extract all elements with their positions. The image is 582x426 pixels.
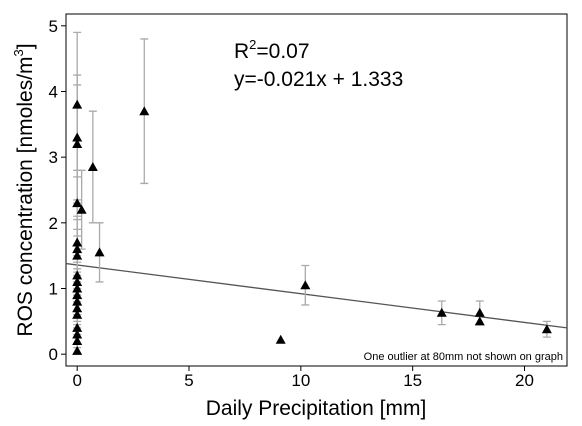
point [72,345,83,355]
plot-frame [65,13,568,367]
point [72,290,83,300]
point [87,162,98,172]
y-tick-label: 0 [49,345,58,364]
point [300,280,311,290]
x-tick-label: 15 [403,371,422,390]
point [474,316,485,326]
x-tick-label: 20 [515,371,534,390]
point [72,276,83,286]
x-tick-label: 0 [72,371,81,390]
point [72,303,83,313]
point [72,198,83,208]
point [76,204,87,214]
point [72,336,83,346]
point [72,250,83,260]
y-tick-label: 5 [49,17,58,36]
point [139,106,150,116]
point [72,244,83,254]
y-tick-label: 1 [49,280,58,299]
x-tick-label: 10 [291,371,310,390]
y-axis-label: ROS concentration [nmoles/m3] [11,43,37,336]
point [275,334,286,344]
point [72,139,83,149]
y-tick-label: 2 [49,214,58,233]
x-axis-label: Daily Precipitation [mm] [206,397,427,420]
note: One outlier at 80mm not shown on graph [364,351,563,363]
x-tick-label: 5 [184,371,193,390]
equation: y=-0.021x + 1.333 [234,68,403,91]
point [72,132,83,142]
r-squared: R2=0.07 [234,37,310,63]
point [72,309,83,319]
point [72,329,83,339]
point [541,324,552,334]
y-tick-label: 4 [49,82,58,101]
y-tick-label: 3 [49,148,58,167]
point [72,99,83,109]
point [72,270,83,280]
point [72,283,83,293]
point [436,307,447,317]
point [72,237,83,247]
trend-line [65,262,568,329]
point [72,296,83,306]
point [474,307,485,317]
point [94,247,105,257]
point [72,322,83,332]
